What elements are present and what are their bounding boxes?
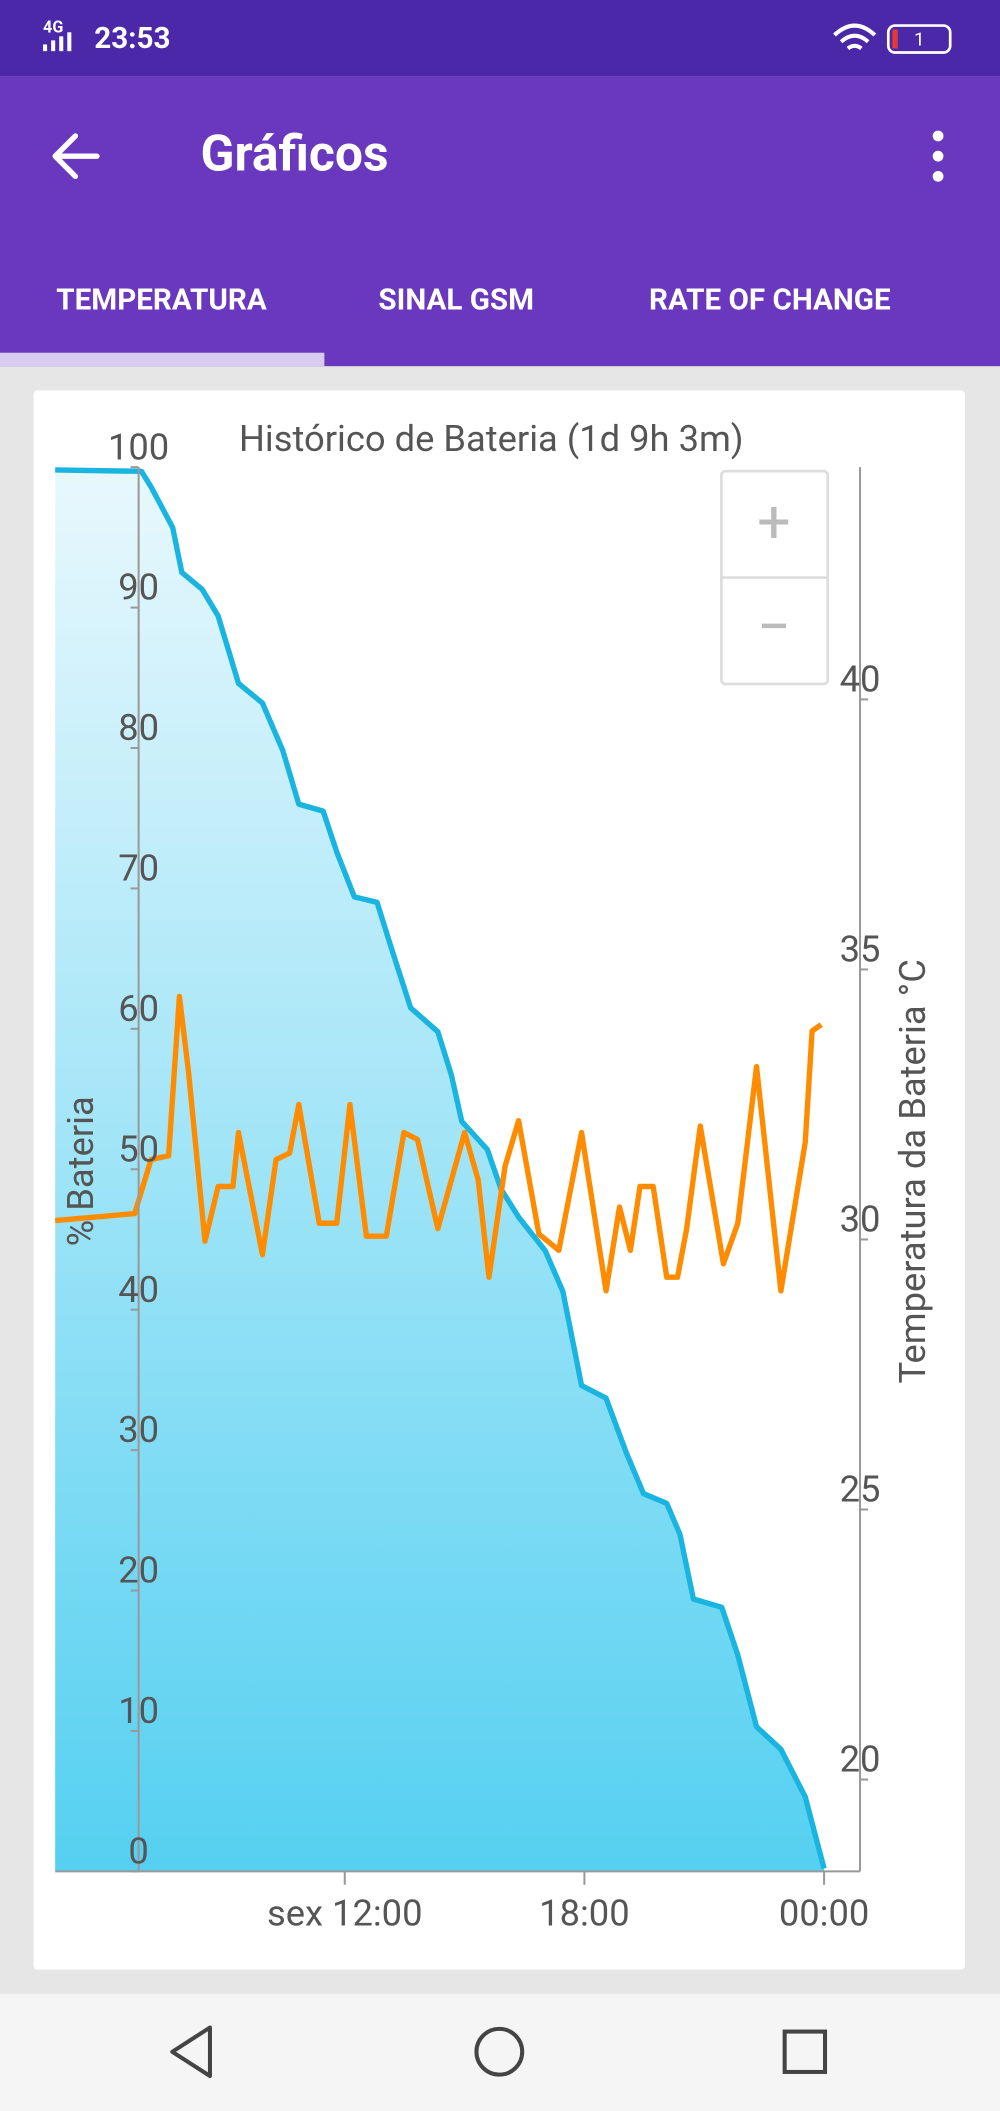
area: [55, 469, 825, 1872]
y-tick-label: 100: [108, 425, 169, 468]
more-button[interactable]: [932, 130, 944, 182]
y-tick-label: 90: [118, 566, 159, 609]
battery-level: [892, 29, 898, 49]
y2-tick-label: 20: [840, 1738, 881, 1781]
tab[interactable]: SINAL GSM: [378, 283, 534, 317]
y-tick-label: 80: [118, 706, 159, 749]
zoom-out[interactable]: −: [757, 593, 791, 662]
y-tick-label: 70: [118, 847, 159, 890]
nav-bar: [0, 1993, 1000, 2111]
clock: 23:53: [94, 22, 170, 56]
battery-text: 1: [914, 28, 925, 50]
tab[interactable]: RATE OF CHANGE: [649, 283, 891, 317]
y2-tick-label: 25: [840, 1468, 881, 1511]
x-tick-label: 18:00: [539, 1891, 629, 1934]
nav-recents[interactable]: [782, 2029, 828, 2074]
network: 4G: [43, 18, 63, 37]
tab-indicator: [0, 352, 325, 367]
y-tick-label: 40: [118, 1268, 159, 1311]
line: [54, 993, 823, 1294]
wifi-icon: [833, 23, 877, 51]
y-tick-label: 30: [118, 1408, 159, 1451]
nav-home[interactable]: [474, 2026, 525, 2077]
nav-back[interactable]: [170, 2025, 212, 2079]
y2-tick-label: 40: [840, 657, 881, 700]
y-tick-label: 50: [118, 1127, 159, 1170]
x-tick-label: 00:00: [779, 1891, 869, 1934]
app-title: Gráficos: [201, 126, 389, 184]
line: [55, 467, 827, 1870]
y2-axis-title: Temperatura da Bateria °C: [891, 959, 934, 1383]
status-bar: [0, 0, 1000, 77]
back-button[interactable]: [52, 133, 100, 180]
y-tick-label: 0: [128, 1829, 148, 1872]
x-tick-label: sex 12:00: [267, 1891, 422, 1934]
battery-icon: [886, 24, 952, 54]
zoom-in[interactable]: +: [757, 488, 791, 557]
y-tick-label: 60: [118, 987, 159, 1030]
plot: 0 10 20 30 40 50 60 70 80 90 100 20 25 30 35 40 sex 12:0…: [54, 425, 881, 1934]
y2-tick-label: 35: [840, 928, 881, 971]
chart-title: Histórico de Bateria (1d 9h 3m): [239, 417, 744, 460]
y-axis-title: % Bateria: [59, 1096, 102, 1246]
y2-tick-label: 30: [840, 1198, 881, 1241]
signal-icon: [43, 32, 72, 52]
app-bar: [0, 76, 1000, 367]
tab[interactable]: TEMPERATURA: [56, 283, 267, 317]
y-tick-label: 20: [118, 1549, 159, 1592]
y-tick-label: 10: [118, 1689, 159, 1732]
